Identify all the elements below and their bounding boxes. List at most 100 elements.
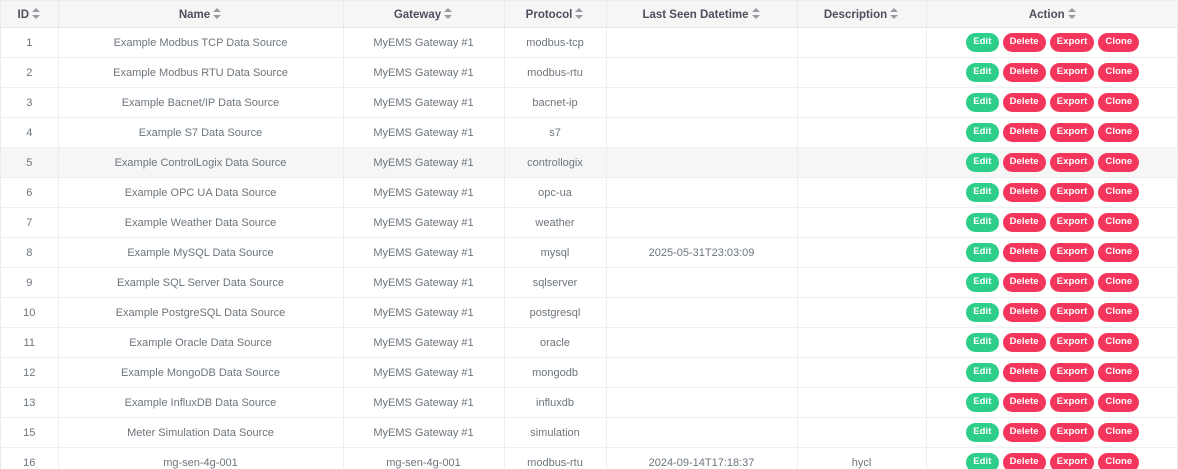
clone-button[interactable]: Clone bbox=[1098, 93, 1140, 112]
delete-button[interactable]: Delete bbox=[1002, 93, 1046, 112]
export-button[interactable]: Export bbox=[1049, 153, 1095, 172]
delete-button[interactable]: Delete bbox=[1002, 423, 1046, 442]
column-header-label: Gateway bbox=[393, 8, 442, 21]
edit-button[interactable]: Edit bbox=[966, 183, 999, 202]
delete-button[interactable]: Delete bbox=[1002, 453, 1046, 469]
edit-button[interactable]: Edit bbox=[966, 33, 999, 52]
export-button[interactable]: Export bbox=[1049, 183, 1095, 202]
delete-button[interactable]: Delete bbox=[1002, 213, 1046, 232]
cell-protocol: weather bbox=[504, 207, 607, 238]
edit-button[interactable]: Edit bbox=[966, 63, 999, 82]
edit-button[interactable]: Edit bbox=[966, 243, 999, 262]
delete-button[interactable]: Delete bbox=[1002, 183, 1046, 202]
cell-description: hycl bbox=[797, 447, 927, 469]
clone-button[interactable]: Clone bbox=[1098, 183, 1140, 202]
cell-name: Example ControlLogix Data Source bbox=[58, 147, 344, 178]
delete-button[interactable]: Delete bbox=[1002, 243, 1046, 262]
delete-button[interactable]: Delete bbox=[1002, 33, 1046, 52]
sort-updown-icon[interactable] bbox=[213, 7, 222, 19]
delete-button[interactable]: Delete bbox=[1002, 63, 1046, 82]
edit-button[interactable]: Edit bbox=[966, 273, 999, 292]
export-button[interactable]: Export bbox=[1049, 213, 1095, 232]
cell-id: 16 bbox=[1, 447, 59, 469]
table-row[interactable]: 6 Example OPC UA Data Source MyEMS Gateway… bbox=[1, 177, 1177, 208]
clone-button[interactable]: Clone bbox=[1098, 213, 1140, 232]
delete-button[interactable]: Delete bbox=[1002, 333, 1046, 352]
export-button[interactable]: Export bbox=[1049, 33, 1095, 52]
export-button[interactable]: Export bbox=[1049, 363, 1095, 382]
table-row[interactable]: 13 Example InfluxDB Data Source MyEMS Gate… bbox=[1, 387, 1177, 418]
column-header-action[interactable]: Action bbox=[926, 0, 1177, 28]
sort-updown-icon[interactable] bbox=[751, 7, 761, 19]
edit-button[interactable]: Edit bbox=[966, 333, 999, 352]
export-button[interactable]: Export bbox=[1049, 243, 1095, 262]
delete-button[interactable]: Delete bbox=[1002, 273, 1046, 292]
table-row[interactable]: 8 Example MySQL Data Source MyEMS Gateway … bbox=[1, 237, 1177, 268]
column-header-gateway[interactable]: Gateway bbox=[343, 0, 505, 28]
table-row[interactable]: 1 Example Modbus TCP Data Source MyEMS Gat… bbox=[1, 27, 1177, 58]
sort-updown-icon[interactable] bbox=[1067, 7, 1077, 19]
clone-button[interactable]: Clone bbox=[1098, 333, 1140, 352]
edit-button[interactable]: Edit bbox=[966, 153, 999, 172]
edit-button[interactable]: Edit bbox=[966, 93, 999, 112]
column-header-protocol[interactable]: Protocol bbox=[504, 0, 607, 28]
edit-button[interactable]: Edit bbox=[966, 363, 999, 382]
clone-button[interactable]: Clone bbox=[1098, 153, 1140, 172]
cell-gateway: MyEMS Gateway #1 bbox=[343, 87, 505, 118]
clone-button[interactable]: Clone bbox=[1098, 453, 1140, 469]
column-header-name[interactable]: Name bbox=[58, 0, 344, 28]
delete-button[interactable]: Delete bbox=[1002, 363, 1046, 382]
column-header-last_seen[interactable]: Last Seen Datetime bbox=[606, 0, 798, 28]
clone-button[interactable]: Clone bbox=[1098, 243, 1140, 262]
cell-name: Example OPC UA Data Source bbox=[58, 177, 344, 208]
column-header-id[interactable]: ID bbox=[1, 0, 59, 28]
export-button[interactable]: Export bbox=[1049, 423, 1095, 442]
delete-button[interactable]: Delete bbox=[1002, 303, 1046, 322]
export-button[interactable]: Export bbox=[1049, 63, 1095, 82]
edit-button[interactable]: Edit bbox=[966, 393, 999, 412]
delete-button[interactable]: Delete bbox=[1002, 123, 1046, 142]
table-row[interactable]: 3 Example Bacnet/IP Data Source MyEMS Gate… bbox=[1, 87, 1177, 118]
table-row[interactable]: 2 Example Modbus RTU Data Source MyEMS Gat… bbox=[1, 57, 1177, 88]
edit-button[interactable]: Edit bbox=[966, 123, 999, 142]
clone-button[interactable]: Clone bbox=[1098, 273, 1140, 292]
clone-button[interactable]: Clone bbox=[1098, 63, 1140, 82]
table-row[interactable]: 11 Example Oracle Data Source MyEMS Gatewa… bbox=[1, 327, 1177, 358]
edit-button[interactable]: Edit bbox=[966, 303, 999, 322]
clone-button[interactable]: Clone bbox=[1098, 123, 1140, 142]
sort-updown-icon[interactable] bbox=[575, 7, 584, 19]
cell-last-seen bbox=[606, 297, 798, 328]
column-header-description[interactable]: Description bbox=[797, 0, 927, 28]
delete-button[interactable]: Delete bbox=[1002, 153, 1046, 172]
sort-updown-icon[interactable] bbox=[32, 7, 41, 19]
sort-updown-icon[interactable] bbox=[444, 7, 453, 19]
edit-button[interactable]: Edit bbox=[966, 213, 999, 232]
export-button[interactable]: Export bbox=[1049, 273, 1095, 292]
cell-last-seen bbox=[606, 117, 798, 148]
export-button[interactable]: Export bbox=[1049, 453, 1095, 469]
table-row[interactable]: 12 Example MongoDB Data Source MyEMS Gatew… bbox=[1, 357, 1177, 388]
sort-updown-icon[interactable] bbox=[890, 7, 899, 19]
clone-button[interactable]: Clone bbox=[1098, 363, 1140, 382]
cell-name: Example InfluxDB Data Source bbox=[58, 387, 344, 418]
cell-protocol: controllogix bbox=[504, 147, 607, 178]
export-button[interactable]: Export bbox=[1049, 393, 1095, 412]
delete-button[interactable]: Delete bbox=[1002, 393, 1046, 412]
edit-button[interactable]: Edit bbox=[966, 453, 999, 469]
export-button[interactable]: Export bbox=[1049, 303, 1095, 322]
clone-button[interactable]: Clone bbox=[1098, 33, 1140, 52]
table-row[interactable]: 4 Example S7 Data Source MyEMS Gateway #1 s… bbox=[1, 117, 1177, 148]
export-button[interactable]: Export bbox=[1049, 333, 1095, 352]
table-row[interactable]: 15 Meter Simulation Data Source MyEMS Gate… bbox=[1, 417, 1177, 448]
clone-button[interactable]: Clone bbox=[1098, 423, 1140, 442]
edit-button[interactable]: Edit bbox=[966, 423, 999, 442]
table-row[interactable]: 16 mg-sen-4g-001 mg-sen-4g-001 modbus-rtu 20… bbox=[1, 447, 1177, 469]
clone-button[interactable]: Clone bbox=[1098, 393, 1140, 412]
table-row[interactable]: 5 Example ControlLogix Data Source MyEMS G… bbox=[1, 147, 1177, 178]
export-button[interactable]: Export bbox=[1049, 123, 1095, 142]
clone-button[interactable]: Clone bbox=[1098, 303, 1140, 322]
table-row[interactable]: 7 Example Weather Data Source MyEMS Gatewa… bbox=[1, 207, 1177, 238]
export-button[interactable]: Export bbox=[1049, 93, 1095, 112]
table-row[interactable]: 10 Example PostgreSQL Data Source MyEMS Ga… bbox=[1, 297, 1177, 328]
table-row[interactable]: 9 Example SQL Server Data Source MyEMS Gat… bbox=[1, 267, 1177, 298]
